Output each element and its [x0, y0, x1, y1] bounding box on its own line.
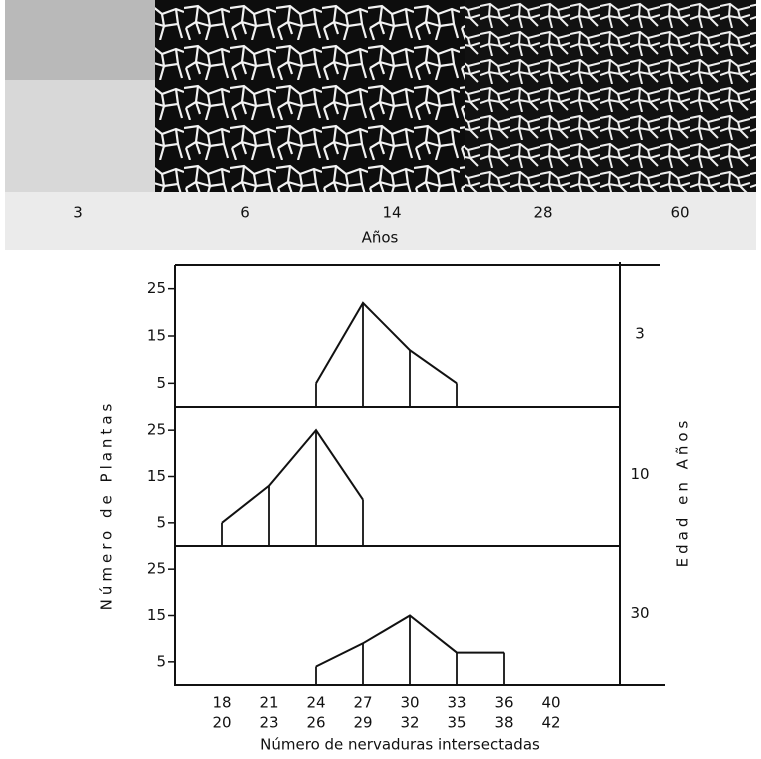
x-tick-label: 24	[306, 694, 325, 712]
x-axis-label: Número de nervaduras intersectadas	[260, 736, 540, 754]
x-tick-label: 35	[447, 714, 466, 732]
y-tick-label: 25	[147, 421, 166, 439]
panel-label: 30	[630, 604, 649, 622]
x-tick-label: 27	[353, 694, 372, 712]
x-tick-label: 21	[259, 694, 278, 712]
photo-label: 60	[670, 204, 689, 222]
photo-label: 28	[533, 204, 552, 222]
x-tick-label: 26	[306, 714, 325, 732]
y-tick-label: 15	[147, 327, 166, 345]
y-tick-label: 25	[147, 560, 166, 578]
frequency-line	[315, 301, 458, 385]
frequency-line	[221, 428, 364, 524]
y-axis-label: Número de Plantas	[98, 400, 116, 611]
photo	[155, 0, 310, 192]
y-tick-label: 15	[147, 467, 166, 485]
x-tick-label: 29	[353, 714, 372, 732]
x-tick-label: 33	[447, 694, 466, 712]
x-tick-label: 40	[541, 694, 560, 712]
x-tick-label: 18	[212, 694, 231, 712]
photo	[5, 0, 155, 80]
right-axis-label: Edad en Años	[674, 417, 692, 568]
x-tick-label: 42	[541, 714, 560, 732]
y-tick-label: 5	[156, 374, 166, 392]
x-tick-label: 38	[494, 714, 513, 732]
y-tick-label: 15	[147, 606, 166, 624]
x-tick-label: 23	[259, 714, 278, 732]
panel-label: 10	[630, 465, 649, 483]
frequency-line	[315, 614, 504, 668]
y-tick-label: 5	[156, 513, 166, 531]
x-tick-label: 36	[494, 694, 513, 712]
photo	[310, 0, 465, 192]
y-tick-label: 25	[147, 279, 166, 297]
photo-label: 3	[73, 204, 83, 222]
x-tick-label: 20	[212, 714, 231, 732]
photo-label: 6	[240, 204, 250, 222]
frame	[174, 262, 665, 686]
photo-label: 14	[382, 204, 401, 222]
label-band	[5, 192, 756, 250]
x-tick-label: 30	[400, 694, 419, 712]
strip-axis-label: Años	[362, 229, 399, 247]
y-tick-label: 5	[156, 652, 166, 670]
photo-strip	[5, 0, 756, 250]
x-tick-label: 32	[400, 714, 419, 732]
panel-label: 3	[635, 325, 645, 343]
photo	[620, 0, 756, 192]
photo	[465, 0, 620, 192]
